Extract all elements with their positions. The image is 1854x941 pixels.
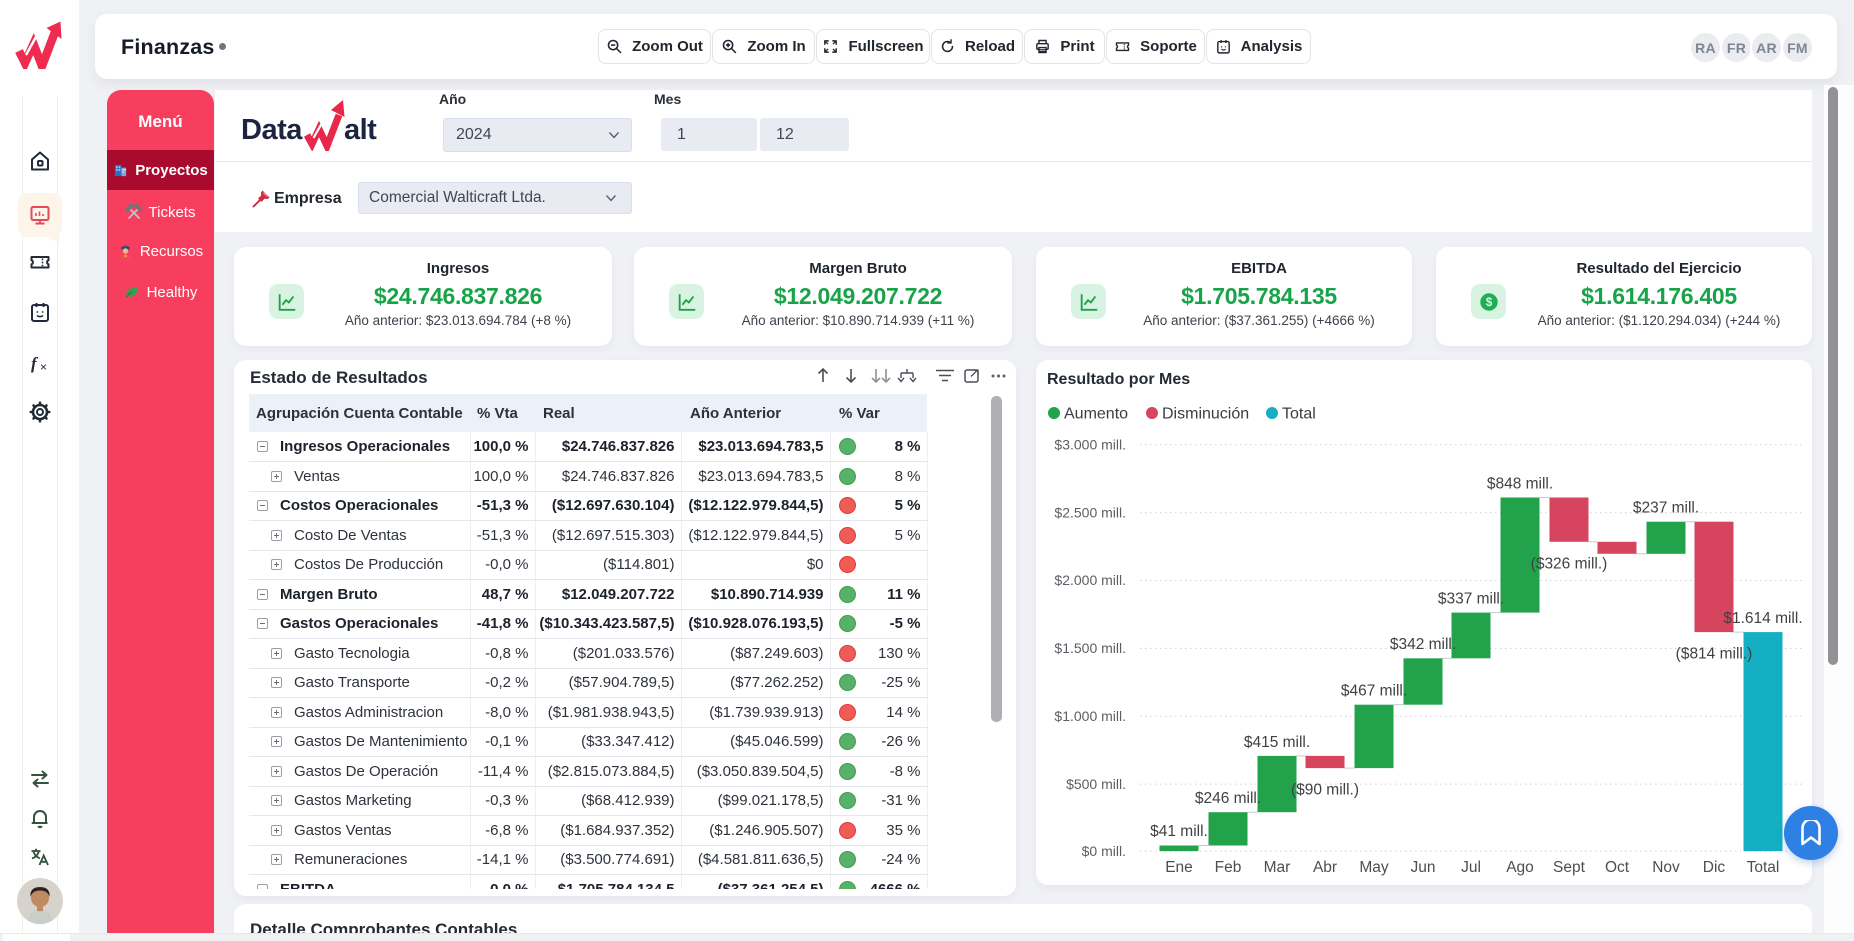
svg-text:$342 mill.: $342 mill. xyxy=(1390,636,1456,653)
svg-text:Ago: Ago xyxy=(1506,859,1534,876)
svg-text:f: f xyxy=(31,354,39,373)
svg-text:$41 mill.: $41 mill. xyxy=(1150,823,1208,840)
svg-text:$2.000 mill.: $2.000 mill. xyxy=(1054,572,1126,588)
svg-text:×: × xyxy=(40,360,47,374)
svg-text:($90 mill.): ($90 mill.) xyxy=(1291,782,1359,799)
svg-text:Sept: Sept xyxy=(1553,859,1586,876)
svg-text:Jun: Jun xyxy=(1411,859,1436,876)
svg-text:$848 mill.: $848 mill. xyxy=(1487,476,1553,493)
svg-text:$500 mill.: $500 mill. xyxy=(1066,776,1126,792)
svg-text:Ene: Ene xyxy=(1165,859,1193,876)
svg-text:$3.000 mill.: $3.000 mill. xyxy=(1054,437,1126,453)
svg-text:Resultado por Mes: Resultado por Mes xyxy=(1047,371,1190,388)
svg-text:Jul: Jul xyxy=(1461,859,1481,876)
svg-text:Disminución: Disminución xyxy=(1162,406,1249,423)
svg-text:$1.000 mill.: $1.000 mill. xyxy=(1054,708,1126,724)
svg-text:$1.500 mill.: $1.500 mill. xyxy=(1054,640,1126,656)
svg-text:($326 mill.): ($326 mill.) xyxy=(1531,556,1608,573)
svg-text:Total: Total xyxy=(1282,406,1316,423)
svg-text:Oct: Oct xyxy=(1605,859,1630,876)
svg-text:$237 mill.: $237 mill. xyxy=(1633,500,1699,517)
svg-text:$1.614 mill.: $1.614 mill. xyxy=(1723,610,1802,627)
svg-text:$337 mill.: $337 mill. xyxy=(1438,591,1504,608)
svg-text:($814 mill.): ($814 mill.) xyxy=(1676,646,1753,663)
svg-text:$2.500 mill.: $2.500 mill. xyxy=(1054,504,1126,520)
svg-text:$246 mill.: $246 mill. xyxy=(1195,790,1261,807)
svg-text:$467 mill.: $467 mill. xyxy=(1341,683,1407,700)
svg-text:$: $ xyxy=(1485,295,1492,309)
svg-text:Mar: Mar xyxy=(1264,859,1291,876)
svg-text:Aumento: Aumento xyxy=(1064,406,1128,423)
svg-text:May: May xyxy=(1359,859,1389,876)
svg-text:$0 mill.: $0 mill. xyxy=(1082,843,1126,859)
svg-text:Dic: Dic xyxy=(1703,859,1726,876)
svg-text:Feb: Feb xyxy=(1215,859,1242,876)
svg-text:Total: Total xyxy=(1747,859,1780,876)
svg-text:Abr: Abr xyxy=(1313,859,1337,876)
svg-text:Nov: Nov xyxy=(1652,859,1680,876)
svg-text:$415 mill.: $415 mill. xyxy=(1244,734,1310,751)
